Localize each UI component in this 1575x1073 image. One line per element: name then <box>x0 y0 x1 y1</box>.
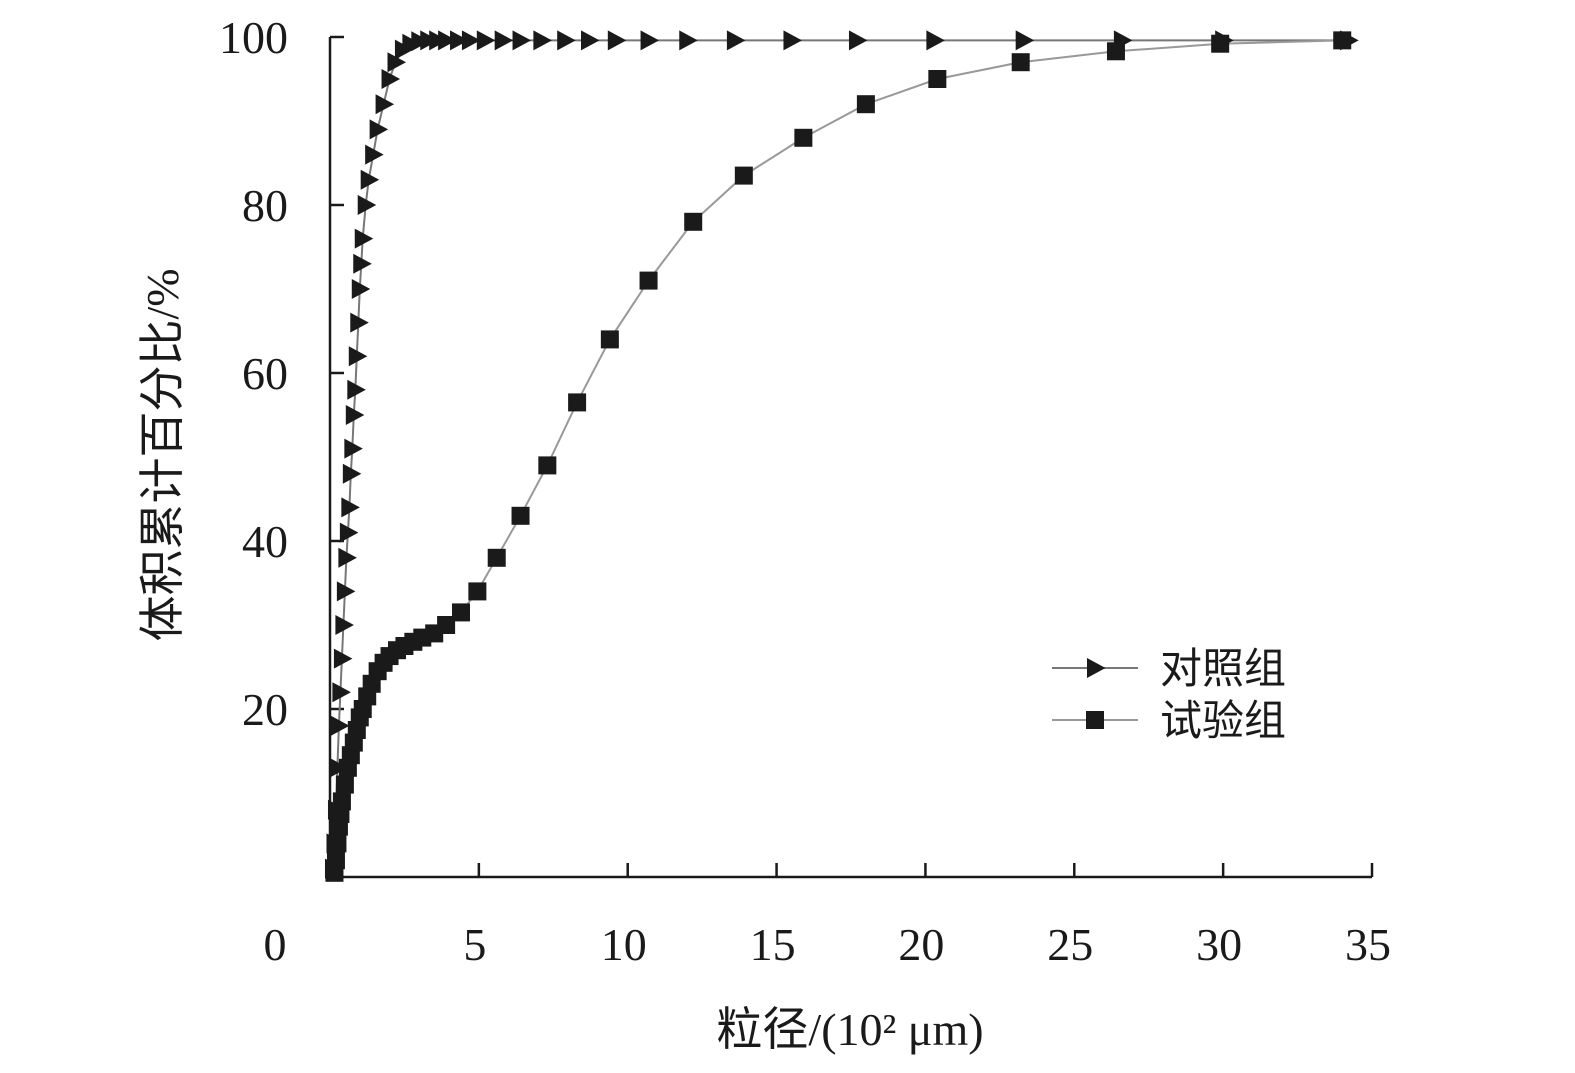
data-point <box>494 30 514 51</box>
data-point <box>451 603 470 622</box>
x-tick-label: 5 <box>463 919 486 970</box>
data-point <box>1333 31 1352 50</box>
data-point <box>332 682 351 703</box>
data-point <box>328 834 347 853</box>
legend-label: 对照组 <box>1160 647 1286 693</box>
data-point <box>438 30 457 51</box>
y-axis-title: 体积累计百分比/% <box>137 268 188 641</box>
data-point <box>345 405 365 425</box>
data-point <box>640 30 660 51</box>
data-point <box>581 30 600 51</box>
data-point <box>354 228 374 249</box>
data-point <box>783 30 802 51</box>
data-point <box>339 522 359 543</box>
x-axis-title: 粒径/(10² μm) <box>716 1004 983 1055</box>
data-point <box>848 30 868 51</box>
x-tick-label: 30 <box>1196 919 1242 970</box>
data-point <box>369 119 389 140</box>
data-point <box>333 648 353 669</box>
data-point <box>344 438 363 459</box>
data-point <box>335 615 354 635</box>
series-line <box>333 39 1343 873</box>
x-tick-label: 35 <box>1345 919 1391 970</box>
data-point <box>639 271 658 290</box>
data-point <box>329 757 348 778</box>
data-point <box>511 506 530 525</box>
data-point <box>341 497 360 518</box>
data-point <box>461 30 481 51</box>
data-point <box>684 212 703 231</box>
series-layer <box>324 30 1359 882</box>
data-point <box>360 169 380 190</box>
y-tick-label: 80 <box>242 180 288 231</box>
y-tick-label: 60 <box>242 348 288 399</box>
data-point <box>347 379 366 400</box>
data-point <box>350 312 369 333</box>
x-tick-label: 10 <box>601 919 647 970</box>
legend-marker <box>1086 711 1104 729</box>
data-point <box>338 547 357 568</box>
data-point <box>375 94 395 115</box>
data-point <box>533 30 552 51</box>
x-tick-label: 0 <box>264 919 287 970</box>
data-point <box>351 279 371 299</box>
data-point <box>365 144 384 165</box>
x-tick-label: 25 <box>1047 919 1093 970</box>
legend-marker <box>1087 658 1106 678</box>
data-point <box>600 330 619 349</box>
data-point <box>568 393 587 412</box>
data-point <box>342 463 362 484</box>
axes: 0 5 10 15 20 25 30 35 20 40 60 80 100 <box>219 12 1391 970</box>
data-point <box>557 30 576 51</box>
data-point <box>679 30 698 51</box>
data-point <box>726 30 746 51</box>
data-point <box>926 30 945 51</box>
y-tick-label: 20 <box>242 684 288 735</box>
data-point <box>1011 53 1030 72</box>
data-point <box>332 792 351 811</box>
y-tick-label: 40 <box>242 516 288 567</box>
data-point <box>1211 34 1230 53</box>
series-test <box>325 31 1352 882</box>
data-point <box>1106 42 1125 61</box>
data-point <box>487 548 506 567</box>
data-point <box>607 30 627 51</box>
data-point <box>357 195 377 215</box>
x-tick-label: 15 <box>750 919 796 970</box>
data-point <box>468 582 487 601</box>
data-point <box>794 128 813 147</box>
y-tick-label: 100 <box>219 12 288 63</box>
data-point <box>734 166 753 185</box>
data-point <box>476 30 496 51</box>
data-point <box>437 616 456 634</box>
data-point <box>335 775 354 794</box>
data-point <box>512 30 532 51</box>
legend-label: 试验组 <box>1160 698 1286 745</box>
data-point <box>387 52 406 73</box>
data-point <box>1015 30 1035 51</box>
data-point <box>348 346 368 367</box>
data-point <box>381 69 401 89</box>
data-point <box>336 581 356 602</box>
data-point <box>538 456 557 475</box>
data-point <box>326 851 345 870</box>
data-point <box>353 253 372 274</box>
data-point <box>450 30 469 51</box>
data-point <box>856 95 875 114</box>
data-point <box>330 715 350 736</box>
x-tick-label: 20 <box>898 919 944 970</box>
data-point <box>928 70 947 88</box>
series-control <box>324 30 1359 879</box>
